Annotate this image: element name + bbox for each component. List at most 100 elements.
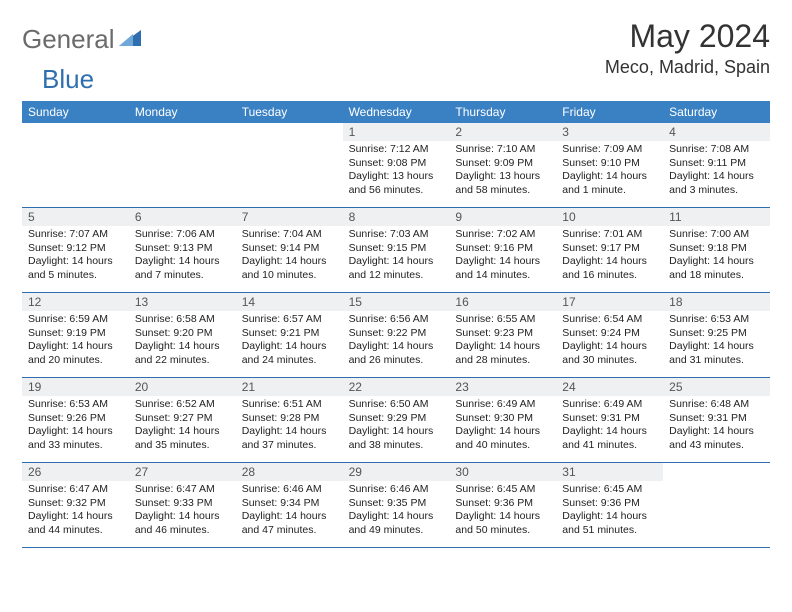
day-cell (663, 463, 770, 547)
day-details: Sunrise: 6:46 AMSunset: 9:34 PMDaylight:… (236, 481, 343, 540)
brand-part1: General (22, 24, 115, 55)
week-row: 26Sunrise: 6:47 AMSunset: 9:32 PMDayligh… (22, 463, 770, 548)
daylight-text: Daylight: 14 hours and 49 minutes. (349, 510, 444, 537)
day-details: Sunrise: 6:46 AMSunset: 9:35 PMDaylight:… (343, 481, 450, 540)
dayhead-mon: Monday (129, 101, 236, 123)
day-number: 13 (129, 293, 236, 311)
day-cell: 3Sunrise: 7:09 AMSunset: 9:10 PMDaylight… (556, 123, 663, 207)
sunset-text: Sunset: 9:14 PM (242, 242, 337, 256)
day-cell: 18Sunrise: 6:53 AMSunset: 9:25 PMDayligh… (663, 293, 770, 377)
day-number: 15 (343, 293, 450, 311)
calendar-page: General May 2024 Meco, Madrid, Spain Blu… (0, 0, 792, 566)
day-number: 1 (343, 123, 450, 141)
day-cell: 30Sunrise: 6:45 AMSunset: 9:36 PMDayligh… (449, 463, 556, 547)
day-details: Sunrise: 6:49 AMSunset: 9:31 PMDaylight:… (556, 396, 663, 455)
sunrise-text: Sunrise: 6:57 AM (242, 313, 337, 327)
daylight-text: Daylight: 14 hours and 38 minutes. (349, 425, 444, 452)
daylight-text: Daylight: 14 hours and 44 minutes. (28, 510, 123, 537)
day-details: Sunrise: 6:50 AMSunset: 9:29 PMDaylight:… (343, 396, 450, 455)
sunrise-text: Sunrise: 6:45 AM (455, 483, 550, 497)
day-details: Sunrise: 7:09 AMSunset: 9:10 PMDaylight:… (556, 141, 663, 200)
day-number (129, 123, 236, 141)
day-cell (22, 123, 129, 207)
daylight-text: Daylight: 14 hours and 50 minutes. (455, 510, 550, 537)
day-cell: 19Sunrise: 6:53 AMSunset: 9:26 PMDayligh… (22, 378, 129, 462)
day-details: Sunrise: 7:07 AMSunset: 9:12 PMDaylight:… (22, 226, 129, 285)
day-cell: 11Sunrise: 7:00 AMSunset: 9:18 PMDayligh… (663, 208, 770, 292)
day-number: 22 (343, 378, 450, 396)
daylight-text: Daylight: 14 hours and 26 minutes. (349, 340, 444, 367)
sunrise-text: Sunrise: 6:46 AM (242, 483, 337, 497)
sunset-text: Sunset: 9:13 PM (135, 242, 230, 256)
day-number: 5 (22, 208, 129, 226)
day-details: Sunrise: 7:02 AMSunset: 9:16 PMDaylight:… (449, 226, 556, 285)
page-title: May 2024 (605, 18, 770, 55)
day-number: 6 (129, 208, 236, 226)
day-cell: 14Sunrise: 6:57 AMSunset: 9:21 PMDayligh… (236, 293, 343, 377)
day-details: Sunrise: 6:58 AMSunset: 9:20 PMDaylight:… (129, 311, 236, 370)
sunset-text: Sunset: 9:17 PM (562, 242, 657, 256)
day-number: 23 (449, 378, 556, 396)
sunset-text: Sunset: 9:36 PM (455, 497, 550, 511)
day-details: Sunrise: 6:47 AMSunset: 9:32 PMDaylight:… (22, 481, 129, 540)
sunrise-text: Sunrise: 6:56 AM (349, 313, 444, 327)
sunrise-text: Sunrise: 6:53 AM (28, 398, 123, 412)
daylight-text: Daylight: 14 hours and 33 minutes. (28, 425, 123, 452)
day-details: Sunrise: 6:45 AMSunset: 9:36 PMDaylight:… (556, 481, 663, 540)
day-number: 31 (556, 463, 663, 481)
sunset-text: Sunset: 9:20 PM (135, 327, 230, 341)
sunset-text: Sunset: 9:31 PM (562, 412, 657, 426)
day-cell: 25Sunrise: 6:48 AMSunset: 9:31 PMDayligh… (663, 378, 770, 462)
day-details: Sunrise: 6:52 AMSunset: 9:27 PMDaylight:… (129, 396, 236, 455)
day-number: 17 (556, 293, 663, 311)
calendar-grid: Sunday Monday Tuesday Wednesday Thursday… (22, 101, 770, 548)
daylight-text: Daylight: 14 hours and 37 minutes. (242, 425, 337, 452)
brand-triangle-icon (119, 28, 141, 51)
day-cell: 20Sunrise: 6:52 AMSunset: 9:27 PMDayligh… (129, 378, 236, 462)
day-details: Sunrise: 6:45 AMSunset: 9:36 PMDaylight:… (449, 481, 556, 540)
sunrise-text: Sunrise: 7:12 AM (349, 143, 444, 157)
sunrise-text: Sunrise: 6:54 AM (562, 313, 657, 327)
weeks-container: 1Sunrise: 7:12 AMSunset: 9:08 PMDaylight… (22, 123, 770, 548)
sunrise-text: Sunrise: 6:51 AM (242, 398, 337, 412)
title-block: May 2024 Meco, Madrid, Spain (605, 18, 770, 78)
sunrise-text: Sunrise: 6:58 AM (135, 313, 230, 327)
daylight-text: Daylight: 14 hours and 51 minutes. (562, 510, 657, 537)
sunset-text: Sunset: 9:18 PM (669, 242, 764, 256)
daylight-text: Daylight: 13 hours and 56 minutes. (349, 170, 444, 197)
day-cell: 2Sunrise: 7:10 AMSunset: 9:09 PMDaylight… (449, 123, 556, 207)
day-number: 29 (343, 463, 450, 481)
day-details: Sunrise: 6:51 AMSunset: 9:28 PMDaylight:… (236, 396, 343, 455)
day-cell: 26Sunrise: 6:47 AMSunset: 9:32 PMDayligh… (22, 463, 129, 547)
sunset-text: Sunset: 9:11 PM (669, 157, 764, 171)
daylight-text: Daylight: 14 hours and 31 minutes. (669, 340, 764, 367)
sunset-text: Sunset: 9:35 PM (349, 497, 444, 511)
day-number (236, 123, 343, 141)
daylight-text: Daylight: 14 hours and 28 minutes. (455, 340, 550, 367)
day-number: 14 (236, 293, 343, 311)
day-cell: 10Sunrise: 7:01 AMSunset: 9:17 PMDayligh… (556, 208, 663, 292)
sunrise-text: Sunrise: 7:10 AM (455, 143, 550, 157)
sunrise-text: Sunrise: 6:48 AM (669, 398, 764, 412)
day-details: Sunrise: 7:12 AMSunset: 9:08 PMDaylight:… (343, 141, 450, 200)
day-number: 16 (449, 293, 556, 311)
day-cell: 7Sunrise: 7:04 AMSunset: 9:14 PMDaylight… (236, 208, 343, 292)
sunset-text: Sunset: 9:34 PM (242, 497, 337, 511)
day-cell: 1Sunrise: 7:12 AMSunset: 9:08 PMDaylight… (343, 123, 450, 207)
day-number: 27 (129, 463, 236, 481)
daylight-text: Daylight: 14 hours and 22 minutes. (135, 340, 230, 367)
day-number: 2 (449, 123, 556, 141)
day-cell: 23Sunrise: 6:49 AMSunset: 9:30 PMDayligh… (449, 378, 556, 462)
dayhead-thu: Thursday (449, 101, 556, 123)
sunrise-text: Sunrise: 6:47 AM (28, 483, 123, 497)
sunset-text: Sunset: 9:24 PM (562, 327, 657, 341)
daylight-text: Daylight: 14 hours and 5 minutes. (28, 255, 123, 282)
day-number: 10 (556, 208, 663, 226)
sunrise-text: Sunrise: 7:03 AM (349, 228, 444, 242)
sunrise-text: Sunrise: 7:06 AM (135, 228, 230, 242)
week-row: 12Sunrise: 6:59 AMSunset: 9:19 PMDayligh… (22, 293, 770, 378)
sunset-text: Sunset: 9:08 PM (349, 157, 444, 171)
day-cell: 5Sunrise: 7:07 AMSunset: 9:12 PMDaylight… (22, 208, 129, 292)
day-number: 24 (556, 378, 663, 396)
daylight-text: Daylight: 13 hours and 58 minutes. (455, 170, 550, 197)
